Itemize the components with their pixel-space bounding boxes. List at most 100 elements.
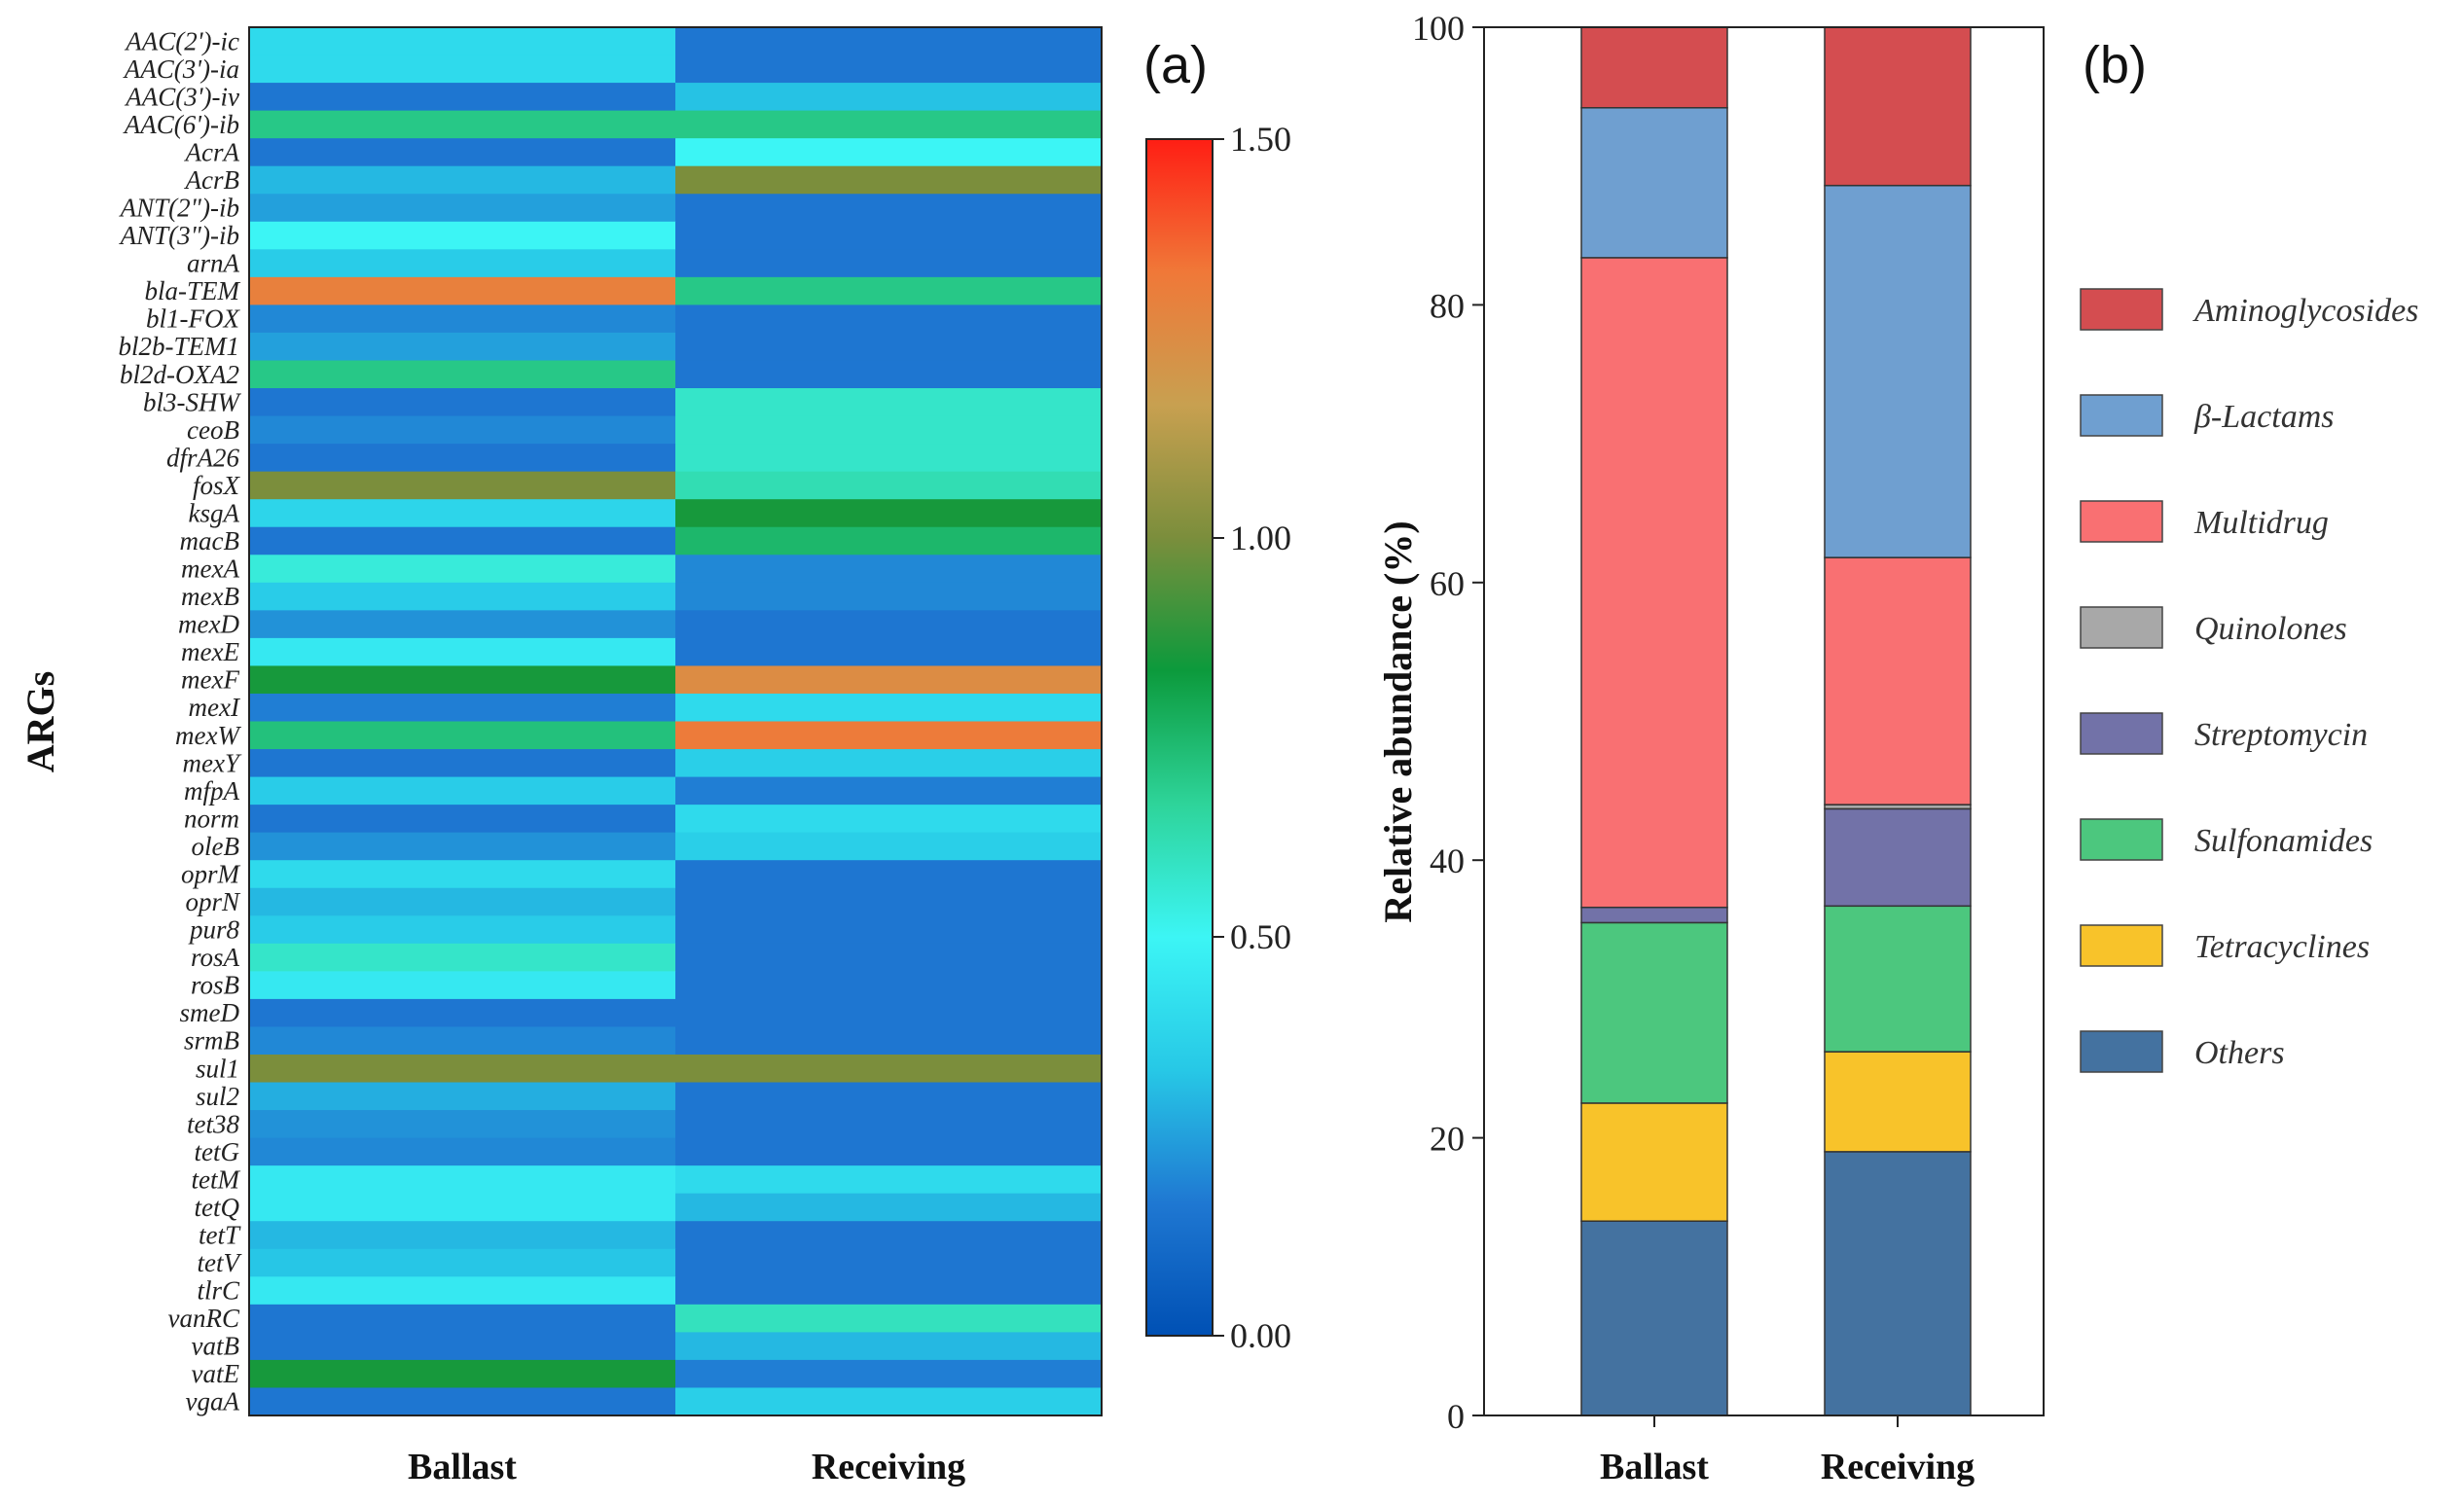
row-label-mfpa: mfpA	[184, 776, 240, 806]
heatmap-cell-tetm-ballast	[249, 1165, 676, 1195]
row-label-tett: tetT	[199, 1220, 241, 1249]
legend-swatch-sulfonamides	[2080, 818, 2163, 861]
heatmap-cell-fosx-receiving	[675, 471, 1103, 500]
legend-swatch-others	[2080, 1030, 2163, 1073]
legend-label-aminoglycosides: Aminoglycosides	[2192, 293, 2418, 329]
row-label-dfra26: dfrA26	[166, 443, 240, 472]
row-label-norm: norm	[184, 804, 239, 833]
bar-receiving-streptomycin	[1824, 807, 1972, 908]
heatmap-cell-tett-ballast	[249, 1221, 676, 1250]
heatmap-cell-tlrc-ballast	[249, 1276, 676, 1306]
heatmap-cell-aac-3-ia-receiving	[675, 54, 1103, 84]
bar-receiving-sulfonamides	[1824, 905, 1972, 1053]
heatmap-cell-norm-receiving	[675, 805, 1103, 834]
legend-label-tetracyclines: Tetracyclines	[2194, 929, 2370, 965]
heatmap-cell-ksga-receiving	[675, 499, 1103, 528]
heatmap-cell-aac-3-iv-receiving	[675, 83, 1103, 112]
bar-ballast-aminoglycosides	[1580, 26, 1728, 109]
row-label-acra: AcrA	[184, 137, 240, 166]
heatmap-cell-aac-6-ib-receiving	[675, 110, 1103, 139]
heatmap-cell-mexe-receiving	[675, 637, 1103, 667]
heatmap-cell-smed-ballast	[249, 998, 676, 1028]
heatmap-cell-mexd-ballast	[249, 610, 676, 639]
row-label-tet38: tet38	[187, 1109, 239, 1138]
heatmap-cell-bl3-shw-ballast	[249, 388, 676, 417]
heatmap-column-labels: Ballast Receiving	[408, 1447, 965, 1487]
row-label-bl3-shw: bl3-SHW	[143, 387, 241, 416]
heatmap-cell-vanrc-receiving	[675, 1304, 1103, 1333]
heatmap-cell-ant-2-ib-ballast	[249, 194, 676, 223]
heatmap-col-label-receiving: Receiving	[812, 1447, 965, 1487]
heatmap-cell-aac-2-ic-receiving	[675, 27, 1103, 56]
row-label-vanrc: vanRC	[168, 1304, 240, 1333]
y-tick-0: 0	[1447, 1397, 1465, 1436]
heatmap-cell-srmb-receiving	[675, 1026, 1103, 1056]
heatmap-cell-macb-ballast	[249, 526, 676, 555]
heatmap-cell-ceob-receiving	[675, 415, 1103, 445]
heatmap-cell-sul2-receiving	[675, 1082, 1103, 1111]
heatmap-cell-bl2d-oxa2-ballast	[249, 360, 676, 389]
stacked-bar-panel: 0 20 40 60 80 100 Ballast Receiving Relative a…	[1376, 9, 2045, 1487]
heatmap-cell-smed-receiving	[675, 998, 1103, 1028]
row-label-pur8: pur8	[188, 915, 240, 945]
bar-x-labels: Ballast Receiving	[1600, 1415, 1975, 1487]
bar-y-ticks: 0 20 40 60 80 100	[1412, 9, 1484, 1436]
heatmap-cell-pur8-receiving	[675, 915, 1103, 945]
heatmap-cell-mexi-receiving	[675, 693, 1103, 723]
heatmap-cell-mexb-receiving	[675, 582, 1103, 611]
heatmap-cell-sul1-ballast	[249, 1054, 676, 1084]
bar-ylabel: Relative abundance (%)	[1376, 520, 1420, 922]
heatmap-ylabel: ARGs	[18, 671, 62, 772]
heatmap-cell-mexa-receiving	[675, 555, 1103, 584]
legend-swatch-lactams	[2080, 394, 2163, 437]
heatmap-cell-acra-receiving	[675, 138, 1103, 167]
heatmap-frame	[248, 26, 1103, 1416]
heatmap-cell-bl2b-tem1-receiving	[675, 332, 1103, 362]
row-label-ant-2-ib: ANT(2")-ib	[119, 194, 239, 223]
heatmap-cell-tet38-ballast	[249, 1110, 676, 1139]
heatmap-cell-acrb-ballast	[249, 165, 676, 195]
y-tick-100: 100	[1412, 9, 1465, 48]
colorbar-ticks: 1.50 1.00 0.50 0.00	[1213, 120, 1291, 1355]
panel-a-label: (a)	[1143, 36, 1208, 94]
heatmap-cell-mexa-ballast	[249, 555, 676, 584]
bar-receiving-others	[1824, 1151, 1972, 1416]
heatmap-cell-oprn-receiving	[675, 887, 1103, 916]
heatmap-cell-tetv-ballast	[249, 1248, 676, 1277]
row-label-vate: vatE	[192, 1359, 240, 1388]
row-label-mexe: mexE	[181, 637, 239, 666]
heatmap-row-labels: AAC(2')-icAAC(3')-iaAAC(3')-ivAAC(6')-ib…	[119, 26, 243, 1415]
row-label-oleb: oleB	[192, 832, 239, 861]
heatmap-cell-aac-2-ic-ballast	[249, 27, 676, 56]
heatmap-cell-sul2-ballast	[249, 1082, 676, 1111]
heatmap-cell-mexw-receiving	[675, 721, 1103, 750]
row-label-rosb: rosB	[191, 971, 239, 1000]
heatmap-cell-bl2d-oxa2-receiving	[675, 360, 1103, 389]
row-label-aac-6-ib: AAC(6')-ib	[123, 110, 239, 139]
heatmap-cell-aac-6-ib-ballast	[249, 110, 676, 139]
legend-label-quinolones: Quinolones	[2194, 611, 2347, 647]
colorbar-tick-0-50: 0.50	[1230, 917, 1291, 956]
row-label-oprn: oprN	[185, 887, 241, 916]
heatmap-cell-mexf-ballast	[249, 665, 676, 695]
row-label-vatb: vatB	[192, 1332, 239, 1361]
heatmap-cell-oleb-ballast	[249, 832, 676, 861]
row-label-ksga: ksgA	[189, 498, 240, 527]
heatmap-cell-vanrc-ballast	[249, 1304, 676, 1333]
heatmap-cell-bl1-fox-receiving	[675, 304, 1103, 334]
row-label-aac-3-ia: AAC(3')-ia	[123, 54, 239, 84]
heatmap-cell-mexy-ballast	[249, 749, 676, 778]
bar-receiving-aminoglycosides	[1824, 26, 1972, 187]
bar-receiving-lactams	[1824, 184, 1972, 558]
row-label-sul1: sul1	[196, 1054, 239, 1083]
row-label-mexi: mexI	[189, 693, 241, 722]
row-label-vgaa: vgaA	[186, 1387, 240, 1416]
bar-ballast-others	[1580, 1220, 1728, 1416]
row-label-mexw: mexW	[175, 721, 241, 750]
legend-label-others: Others	[2194, 1035, 2285, 1071]
heatmap-cell-aac-3-ia-ballast	[249, 54, 676, 84]
heatmap-cell-vgaa-receiving	[675, 1387, 1103, 1416]
bar-x-label-ballast: Ballast	[1600, 1447, 1709, 1487]
row-label-tlrc: tlrC	[197, 1276, 240, 1306]
heatmap-cell-mexi-ballast	[249, 693, 676, 723]
